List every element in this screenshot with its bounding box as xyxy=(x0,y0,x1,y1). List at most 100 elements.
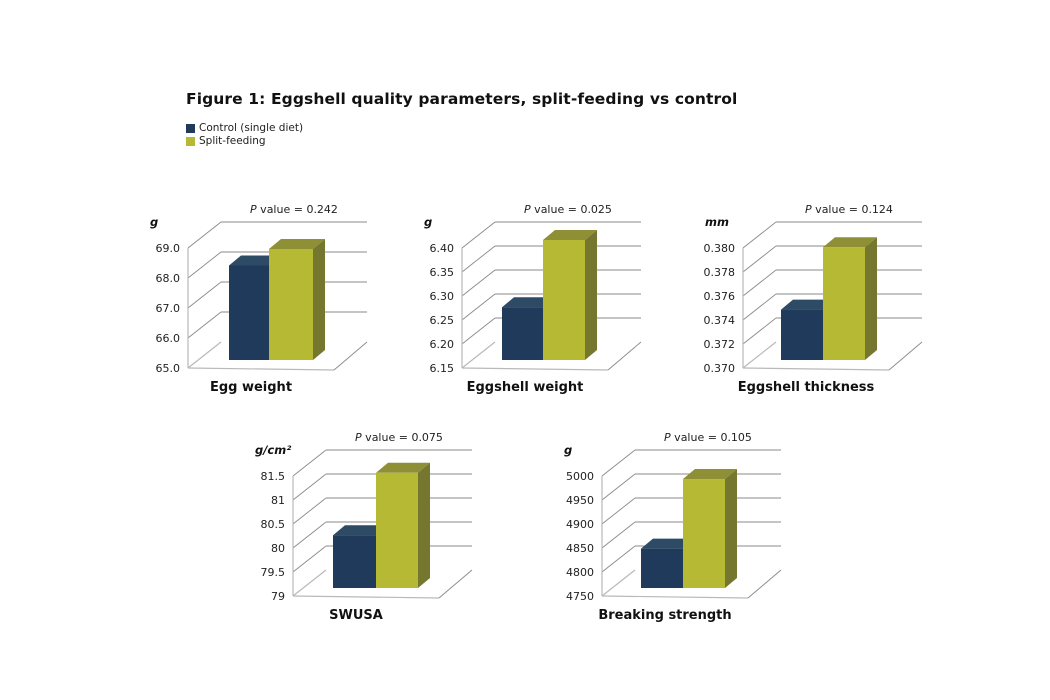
p-value-annotation: P value = 0.105 xyxy=(664,431,752,444)
y-tick-label: 0.374 xyxy=(704,314,736,327)
y-axis-unit: g xyxy=(564,443,572,457)
side-wall-gridline xyxy=(742,293,777,321)
floor-front-edge xyxy=(292,595,440,599)
floor-front-edge xyxy=(187,367,335,371)
bar-side-split-feeding xyxy=(418,462,430,588)
y-tick-label: 0.380 xyxy=(704,242,736,255)
side-wall-gridline xyxy=(187,281,222,309)
y-tick-label: 65.0 xyxy=(156,362,181,375)
y-tick-label: 5000 xyxy=(566,470,594,483)
side-wall-gridline xyxy=(292,569,327,597)
bar-top-control xyxy=(502,297,555,308)
legend-swatch-control xyxy=(186,123,195,133)
bar-control xyxy=(641,548,683,588)
chart-panel-swusa: 79 79.5 80 80.5 81 81.5 g/cm² P value = 0.075 SW… xyxy=(255,431,473,623)
bar-top-control xyxy=(333,525,388,536)
bar-control xyxy=(502,307,543,360)
y-axis-unit: g xyxy=(424,215,432,229)
chart-panel-eggshell-thickness: 0.370 0.372 0.374 0.376 0.378 0.380 mm P value … xyxy=(704,203,923,395)
bar-split-feeding xyxy=(269,249,313,360)
chart-title: Eggshell thickness xyxy=(738,380,875,395)
bar-side-split-feeding xyxy=(865,237,877,360)
y-tick-label: 79.5 xyxy=(261,566,286,579)
side-wall-gridline xyxy=(742,269,777,297)
chart-title: Breaking strength xyxy=(598,608,731,623)
floor-right-edge xyxy=(747,569,782,599)
side-wall-gridline xyxy=(742,317,777,345)
y-tick-label: 66.0 xyxy=(156,332,181,345)
p-value-annotation: P value = 0.124 xyxy=(805,203,893,216)
bar-top-control xyxy=(641,538,695,549)
floor-right-edge xyxy=(607,341,642,371)
bar-top-split-feeding xyxy=(683,469,737,480)
y-tick-label: 6.15 xyxy=(430,362,455,375)
bar-top-split-feeding xyxy=(823,237,877,248)
figure-title: Figure 1: Eggshell quality parameters, s… xyxy=(186,90,738,108)
chart-title: Egg weight xyxy=(210,380,292,395)
side-wall-gridline xyxy=(601,497,636,525)
side-wall-gridline xyxy=(601,473,636,501)
y-tick-label: 81 xyxy=(271,494,285,507)
side-wall-gridline xyxy=(187,221,222,249)
side-wall-gridline xyxy=(461,293,496,321)
legend-label-split-feeding: Split-feeding xyxy=(199,135,266,147)
floor-front-edge xyxy=(601,595,749,599)
bar-split-feeding xyxy=(376,472,418,588)
bar-top-control xyxy=(781,299,835,310)
bar-top-split-feeding xyxy=(376,462,430,473)
y-tick-label: 0.370 xyxy=(704,362,736,375)
side-wall-gridline xyxy=(461,341,496,369)
y-tick-label: 6.35 xyxy=(430,266,455,279)
side-wall-gridline xyxy=(742,245,777,273)
side-wall-gridline xyxy=(742,341,777,369)
side-wall-gridline xyxy=(461,245,496,273)
side-wall-gridline xyxy=(187,251,222,279)
y-tick-label: 6.30 xyxy=(430,290,455,303)
y-tick-label: 6.25 xyxy=(430,314,455,327)
side-wall-gridline xyxy=(292,497,327,525)
chart-panel-eggshell-weight: 6.15 6.20 6.25 6.30 6.35 6.40 g P value = 0.025… xyxy=(424,203,642,395)
legend-label-control: Control (single diet) xyxy=(199,122,304,134)
side-wall-gridline xyxy=(187,311,222,339)
side-wall-gridline xyxy=(461,317,496,345)
side-wall-gridline xyxy=(601,449,636,477)
chart-panel-breaking-strength: 4750 4800 4850 4900 4950 5000 g P value = 0.105… xyxy=(564,431,782,623)
side-wall-gridline xyxy=(292,545,327,573)
bar-control xyxy=(333,535,376,588)
side-wall-gridline xyxy=(292,473,327,501)
floor-right-edge xyxy=(888,341,923,371)
side-wall-gridline xyxy=(601,545,636,573)
bar-side-split-feeding xyxy=(313,239,325,360)
y-axis-unit: g/cm² xyxy=(255,443,291,457)
bar-split-feeding xyxy=(683,479,725,588)
y-tick-label: 4750 xyxy=(566,590,594,603)
y-tick-label: 80 xyxy=(271,542,285,555)
floor-front-edge xyxy=(461,367,609,371)
floor-right-edge xyxy=(438,569,473,599)
y-tick-label: 81.5 xyxy=(261,470,286,483)
legend-item-control: Control (single diet) xyxy=(186,122,303,134)
bar-top-control xyxy=(229,255,281,266)
y-tick-label: 4850 xyxy=(566,542,594,555)
floor-front-edge xyxy=(742,367,890,371)
p-value-annotation: P value = 0.242 xyxy=(250,203,338,216)
side-wall-gridline xyxy=(601,569,636,597)
y-tick-label: 69.0 xyxy=(156,242,181,255)
y-tick-label: 67.0 xyxy=(156,302,181,315)
bar-top-split-feeding xyxy=(543,230,597,240)
chart-title: SWUSA xyxy=(329,608,383,623)
side-wall-gridline xyxy=(187,341,222,369)
side-wall-gridline xyxy=(601,521,636,549)
p-value-annotation: P value = 0.075 xyxy=(355,431,443,444)
y-axis-unit: mm xyxy=(705,215,729,229)
y-tick-label: 0.376 xyxy=(704,290,736,303)
y-tick-label: 4950 xyxy=(566,494,594,507)
side-wall-gridline xyxy=(461,221,496,249)
bar-control xyxy=(229,265,269,360)
legend-item-split-feeding: Split-feeding xyxy=(186,135,266,147)
side-wall-gridline xyxy=(292,449,327,477)
bar-control xyxy=(781,309,823,360)
y-tick-label: 79 xyxy=(271,590,285,603)
bar-split-feeding xyxy=(823,247,865,360)
